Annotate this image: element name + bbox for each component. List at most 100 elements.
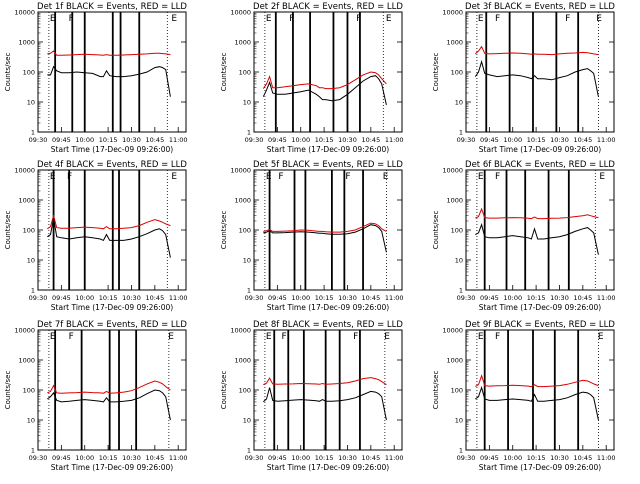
segment-label: E bbox=[599, 172, 605, 182]
panel-title: Det 9f BLACK = Events, RED = LLD bbox=[465, 320, 615, 330]
x-axis-label: Start Time (17-Dec-09 09:26:00) bbox=[267, 303, 389, 312]
x-axis-label: Start Time (17-Dec-09 09:26:00) bbox=[267, 145, 389, 154]
y-tick-label: 100 bbox=[451, 227, 463, 235]
y-axis-label: Counts/sec bbox=[432, 371, 440, 410]
segment-label: F bbox=[353, 332, 358, 342]
events-series-line bbox=[262, 75, 387, 106]
panel-det-4: Det 4f BLACK = Events, RED = LLD 1 10 100 10… bbox=[4, 160, 188, 312]
x-tick-label: 11:00 bbox=[385, 136, 404, 144]
x-tick-label: 09:30 bbox=[457, 454, 476, 462]
x-tick-label: 10:45 bbox=[145, 454, 164, 462]
y-tick-label: 1000 bbox=[234, 357, 251, 365]
x-tick-label: 10:00 bbox=[503, 454, 522, 462]
lld-series-line bbox=[474, 45, 599, 56]
lld-series-line bbox=[475, 207, 599, 220]
y-tick-label: 10000 bbox=[14, 327, 35, 335]
events-series-line bbox=[263, 224, 387, 253]
segment-label: F bbox=[356, 14, 361, 24]
x-tick-label: 10:30 bbox=[122, 294, 141, 302]
segment-label: E bbox=[598, 332, 604, 342]
x-tick-label: 10:15 bbox=[315, 454, 334, 462]
y-axis-label: Counts/sec bbox=[4, 211, 12, 250]
x-tick-label: 10:45 bbox=[573, 294, 592, 302]
panel-title: Det 8f BLACK = Events, RED = LLD bbox=[253, 320, 403, 330]
plot-frame bbox=[253, 169, 403, 291]
events-series-line bbox=[262, 387, 387, 421]
events-series-line bbox=[475, 223, 599, 255]
y-tick-label: 1000 bbox=[446, 357, 463, 365]
y-tick-label: 1000 bbox=[18, 197, 35, 205]
segment-label: E bbox=[478, 332, 484, 342]
x-tick-label: 09:45 bbox=[268, 136, 287, 144]
panel-det-6: Det 6f BLACK = Events, RED = LLD 1 10 100 10… bbox=[432, 160, 616, 312]
y-axis-label: Counts/sec bbox=[4, 53, 12, 92]
lld-series-line bbox=[263, 377, 387, 386]
events-series-line bbox=[47, 65, 171, 97]
y-tick-label: 10000 bbox=[230, 167, 251, 175]
x-tick-label: 09:30 bbox=[29, 294, 48, 302]
x-tick-label: 10:45 bbox=[573, 136, 592, 144]
segment-label: E bbox=[50, 14, 56, 24]
x-tick-label: 10:15 bbox=[99, 294, 118, 302]
x-tick-label: 10:45 bbox=[145, 294, 164, 302]
y-tick-label: 10 bbox=[27, 257, 35, 265]
y-axis-label: Counts/sec bbox=[220, 211, 228, 250]
x-axis-label: Start Time (17-Dec-09 09:26:00) bbox=[267, 463, 389, 472]
x-tick-label: 10:00 bbox=[291, 454, 310, 462]
x-tick-label: 09:45 bbox=[52, 294, 71, 302]
x-tick-label: 11:00 bbox=[169, 294, 188, 302]
y-tick-label: 10000 bbox=[442, 167, 463, 175]
panel-det-9: Det 9f BLACK = Events, RED = LLD 1 10 100 10… bbox=[432, 320, 616, 472]
y-tick-label: 10 bbox=[27, 417, 35, 425]
y-tick-label: 100 bbox=[23, 69, 35, 77]
y-tick-label: 10 bbox=[455, 257, 463, 265]
x-axis-label: Start Time (17-Dec-09 09:26:00) bbox=[51, 463, 173, 472]
segment-label: F bbox=[278, 172, 283, 182]
x-axis-label: Start Time (17-Dec-09 09:26:00) bbox=[51, 303, 173, 312]
y-tick-label: 1 bbox=[247, 129, 251, 137]
y-tick-label: 1 bbox=[459, 129, 463, 137]
plot-frame bbox=[465, 169, 615, 291]
y-axis-label: Counts/sec bbox=[220, 53, 228, 92]
x-tick-label: 10:15 bbox=[99, 454, 118, 462]
segment-label: F bbox=[289, 14, 294, 24]
y-tick-label: 1 bbox=[31, 129, 35, 137]
segment-label: E bbox=[383, 172, 389, 182]
y-axis-label: Counts/sec bbox=[220, 371, 228, 410]
panel-title: Det 3f BLACK = Events, RED = LLD bbox=[465, 2, 615, 12]
y-tick-label: 100 bbox=[451, 69, 463, 77]
panel-title: Det 1f BLACK = Events, RED = LLD bbox=[37, 2, 187, 12]
y-tick-label: 1000 bbox=[234, 39, 251, 47]
y-tick-label: 1000 bbox=[18, 357, 35, 365]
y-tick-label: 1000 bbox=[446, 197, 463, 205]
x-tick-label: 10:00 bbox=[503, 136, 522, 144]
x-tick-label: 09:30 bbox=[457, 294, 476, 302]
x-tick-label: 09:30 bbox=[29, 454, 48, 462]
plot-frame bbox=[465, 329, 615, 451]
x-tick-label: 11:00 bbox=[597, 454, 616, 462]
y-tick-label: 10000 bbox=[14, 167, 35, 175]
x-tick-label: 09:30 bbox=[245, 136, 264, 144]
panel-det-5: Det 5f BLACK = Events, RED = LLD 1 10 100 10… bbox=[220, 160, 404, 312]
lld-series-line bbox=[263, 222, 387, 233]
x-tick-label: 09:45 bbox=[52, 454, 71, 462]
events-series-line bbox=[47, 389, 171, 421]
x-tick-label: 09:30 bbox=[245, 294, 264, 302]
x-tick-label: 10:15 bbox=[527, 136, 546, 144]
segment-label: F bbox=[495, 172, 500, 182]
lld-series-line bbox=[475, 374, 599, 388]
x-tick-label: 10:45 bbox=[573, 454, 592, 462]
x-tick-label: 10:30 bbox=[338, 454, 357, 462]
segment-label: E bbox=[171, 14, 177, 24]
x-tick-label: 09:45 bbox=[480, 294, 499, 302]
y-tick-label: 1000 bbox=[234, 197, 251, 205]
x-tick-label: 10:15 bbox=[527, 294, 546, 302]
segment-label: E bbox=[266, 172, 272, 182]
x-axis-label: Start Time (17-Dec-09 09:26:00) bbox=[479, 145, 601, 154]
y-tick-label: 10 bbox=[243, 417, 251, 425]
x-tick-label: 10:00 bbox=[291, 136, 310, 144]
y-tick-label: 100 bbox=[23, 227, 35, 235]
y-tick-label: 1 bbox=[31, 447, 35, 455]
